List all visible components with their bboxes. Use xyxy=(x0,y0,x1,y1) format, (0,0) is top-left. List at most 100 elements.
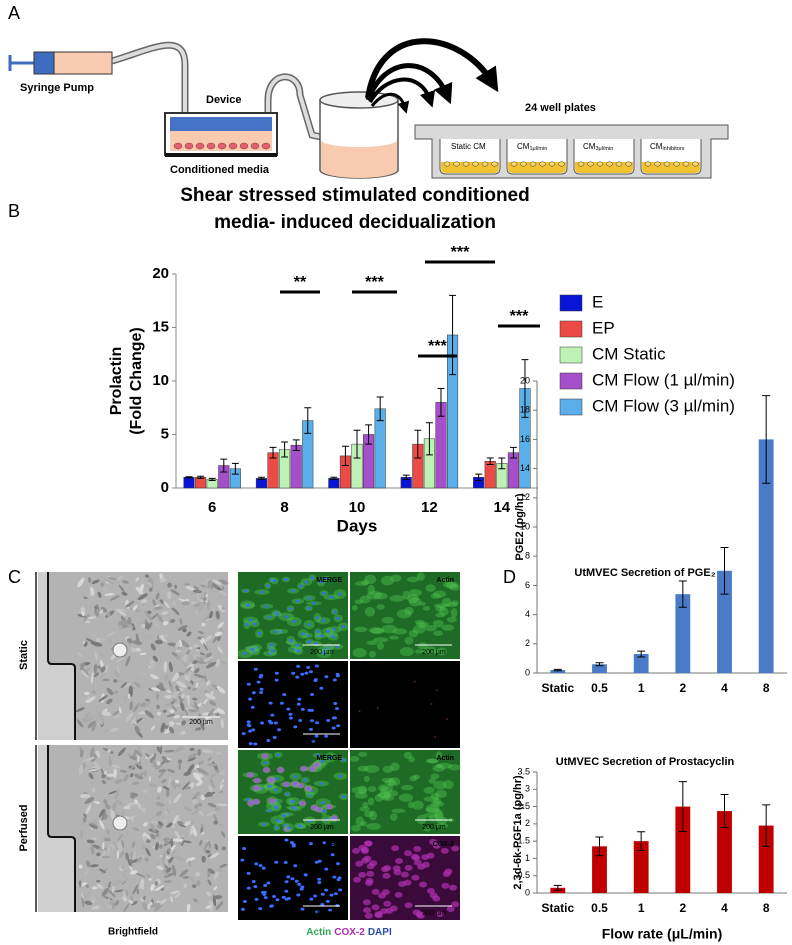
y-tick-label: 2 xyxy=(525,818,530,828)
actin-texture xyxy=(446,581,458,590)
cell-texture xyxy=(97,637,106,645)
cox2-texture xyxy=(440,847,449,854)
actin-texture xyxy=(423,646,437,655)
cell-texture xyxy=(163,661,168,673)
device-base xyxy=(165,153,277,157)
cell-texture xyxy=(194,729,199,740)
cell-texture xyxy=(184,820,191,827)
legend-swatch xyxy=(559,346,583,364)
cell-texture xyxy=(156,810,163,817)
error-bar xyxy=(637,650,646,658)
error-bar xyxy=(762,395,771,484)
nucleus xyxy=(298,584,303,588)
nucleus xyxy=(289,841,294,845)
legend-swatch xyxy=(559,372,583,390)
cell-texture xyxy=(183,807,192,812)
nucleus xyxy=(263,761,268,765)
nucleus xyxy=(334,707,339,711)
cell-texture xyxy=(179,617,183,625)
cell-texture xyxy=(96,880,101,883)
cell-texture xyxy=(198,810,204,817)
cell-texture xyxy=(194,701,199,712)
cell-texture xyxy=(100,654,105,658)
cell-texture xyxy=(193,673,205,679)
cell-texture xyxy=(124,831,130,838)
cell-texture xyxy=(217,867,222,872)
cell-texture xyxy=(90,672,94,685)
cell-texture xyxy=(193,898,198,903)
nucleus xyxy=(321,809,326,813)
legend-swatch xyxy=(559,320,583,338)
microscopy: 200 µm MERGE 200 µm Actin 200 µm DAPI 200 µm CO… xyxy=(35,572,461,920)
nucleus xyxy=(284,880,289,884)
nucleus xyxy=(286,707,291,711)
diagram-label: Conditioned media xyxy=(170,164,270,176)
cell-texture xyxy=(162,785,170,791)
cell-texture xyxy=(138,583,145,595)
actin-texture xyxy=(433,780,447,790)
nucleus xyxy=(260,890,265,894)
actin-texture xyxy=(373,637,389,643)
cell-texture xyxy=(144,622,149,629)
nucleus xyxy=(307,623,312,627)
cell-texture xyxy=(214,712,220,717)
cell-texture xyxy=(199,839,203,846)
cell-texture xyxy=(119,769,128,773)
nucleus xyxy=(284,578,289,582)
error-bar xyxy=(553,668,562,672)
actin-texture xyxy=(441,597,452,607)
cell-texture xyxy=(154,885,165,892)
cell-texture xyxy=(167,768,176,773)
actin-texture xyxy=(390,762,400,772)
cell-texture xyxy=(120,864,125,869)
cell-texture xyxy=(126,625,134,629)
cox2-texture xyxy=(310,804,319,811)
cox2-texture xyxy=(400,871,409,878)
cox2-texture xyxy=(404,902,413,909)
nucleus xyxy=(338,888,343,892)
cell-texture xyxy=(162,709,167,713)
error-bar xyxy=(376,396,384,422)
actin-texture xyxy=(363,765,380,773)
nucleus xyxy=(274,805,279,809)
cell-texture xyxy=(221,781,226,785)
cell xyxy=(558,161,565,167)
cell-texture xyxy=(81,717,90,723)
cell-texture xyxy=(91,579,100,585)
cell-texture xyxy=(134,773,144,780)
cell-texture xyxy=(152,759,158,770)
nucleus xyxy=(297,882,302,886)
cell-texture xyxy=(175,641,181,648)
cox2-texture xyxy=(268,797,277,804)
error-bar xyxy=(220,458,228,473)
nucleus xyxy=(321,651,326,655)
nucleus xyxy=(300,672,305,676)
actin-texture xyxy=(443,780,454,790)
cell-texture xyxy=(183,883,188,889)
cell-texture xyxy=(157,786,162,793)
nucleus xyxy=(268,646,273,650)
nucleus xyxy=(326,629,331,633)
y-axis-label: Prolactin xyxy=(108,347,125,415)
cell-texture xyxy=(201,749,213,754)
scale-label: 200 µm xyxy=(422,910,446,917)
nucleus xyxy=(254,862,259,866)
nucleus xyxy=(285,792,290,796)
nucleus xyxy=(338,774,343,778)
actin-texture xyxy=(359,595,371,604)
error-bar xyxy=(678,781,687,832)
nucleus xyxy=(329,595,334,599)
nucleus xyxy=(294,879,299,883)
nucleus xyxy=(296,893,301,897)
arrow xyxy=(365,38,499,99)
nucleus xyxy=(314,642,319,646)
cell-texture xyxy=(85,616,97,620)
actin-texture xyxy=(408,629,419,638)
nucleus xyxy=(313,894,318,898)
nucleus xyxy=(241,732,246,736)
cell xyxy=(462,161,470,167)
cell-texture xyxy=(110,654,117,660)
cell-texture xyxy=(192,798,197,805)
nucleus xyxy=(267,615,272,619)
cell-texture xyxy=(163,880,172,883)
